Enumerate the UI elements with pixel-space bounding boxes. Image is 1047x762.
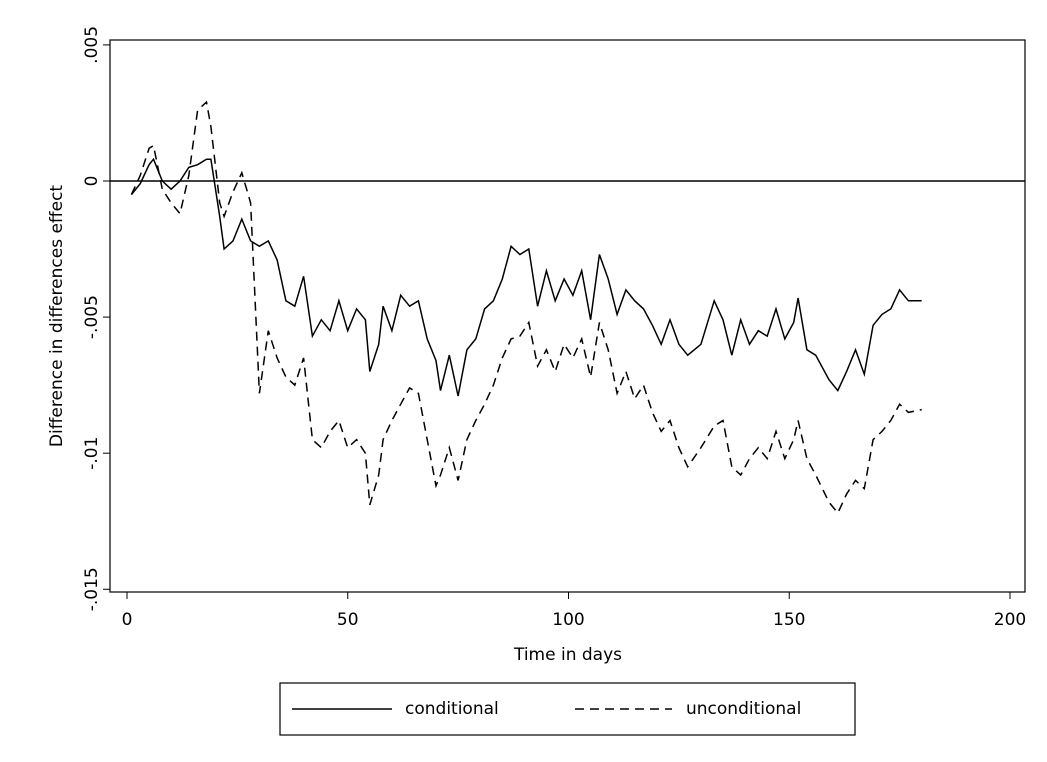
y-tick-label: 0	[82, 176, 102, 187]
x-tick-label: 200	[994, 610, 1026, 630]
plot-frame	[109, 39, 1026, 593]
legend-label: conditional	[405, 699, 499, 719]
x-tick-label: 150	[773, 610, 805, 630]
series-line	[130, 100, 922, 515]
y-tick-label: -.015	[82, 567, 102, 611]
x-axis-label: Time in days	[513, 645, 622, 665]
y-tick-label: -.005	[82, 295, 102, 339]
legend-label: unconditional	[686, 699, 801, 719]
y-tick-label: -.01	[82, 437, 102, 470]
y-tick-label: .005	[82, 26, 102, 64]
series-line	[130, 157, 922, 397]
x-tick-label: 0	[122, 610, 133, 630]
x-tick-label: 100	[552, 610, 584, 630]
y-axis-label: Difference in differences effect	[47, 185, 67, 448]
x-tick-label: 50	[337, 610, 359, 630]
